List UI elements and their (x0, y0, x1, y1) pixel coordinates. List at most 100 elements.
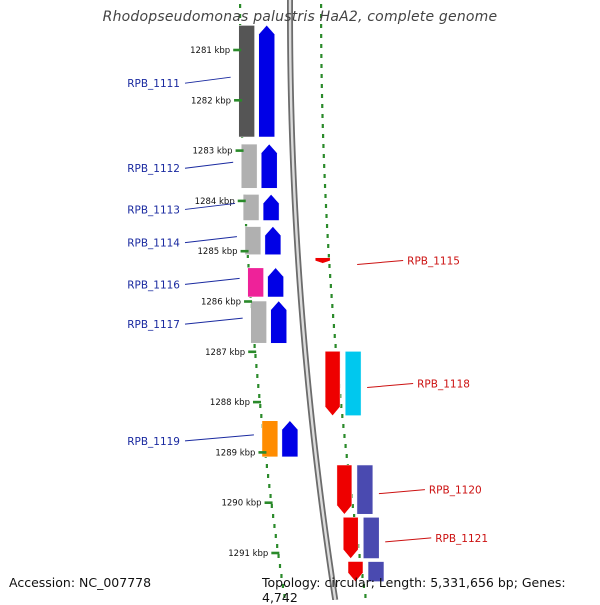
gene-label-leader (357, 260, 404, 266)
ring-dot (320, 74, 323, 78)
gene-label-leader (184, 202, 236, 210)
ring-dot (321, 104, 324, 108)
tick-mark (244, 300, 253, 303)
ring-dot (358, 554, 361, 558)
ring-dot (258, 394, 261, 398)
gene-bars (238, 25, 385, 582)
gene-label: RPB_1121 (435, 533, 488, 545)
ring-dot (333, 334, 336, 338)
tick-mark (264, 501, 273, 504)
gene-bar (240, 143, 258, 189)
ring-dot (283, 594, 286, 598)
ring-dot (344, 444, 347, 448)
gene-label: RPB_1115 (407, 256, 460, 268)
gene-arrow (262, 194, 280, 221)
tick-mark (237, 199, 246, 203)
ring-dot (268, 484, 271, 488)
gene-bar (367, 561, 385, 582)
ring-dot (257, 384, 260, 388)
gene-arrow (314, 257, 331, 264)
ring-dot (259, 404, 262, 408)
ring-dot (253, 344, 256, 348)
ring-dot (322, 154, 325, 158)
gene-label-leader (184, 317, 243, 325)
ring-dot (321, 114, 324, 118)
ring-dot (323, 164, 326, 168)
gene-bar (242, 194, 260, 221)
ring-dot (323, 174, 326, 178)
ring-dot (362, 584, 366, 588)
ring-dot (256, 374, 259, 378)
ring-dot (320, 24, 323, 28)
gene-arrows (258, 24, 364, 583)
ring-dot (320, 4, 323, 8)
tick-label: 1290 kbp (221, 499, 261, 509)
tick-label: 1287 kbp (205, 348, 245, 358)
gene-arrow (258, 24, 275, 138)
gene-label: RPB_1113 (127, 204, 180, 216)
ring-dot (278, 564, 282, 568)
ring-dot (321, 134, 325, 138)
gene-label: RPB_1119 (127, 436, 180, 448)
ring-dot (246, 254, 249, 258)
tick-label: 1283 kbp (193, 147, 233, 157)
ring-dot (341, 414, 344, 418)
ring-dot (325, 224, 329, 228)
ring-dot (361, 574, 364, 578)
ring-dot (320, 84, 323, 88)
ring-dot (334, 344, 337, 348)
gene-arrow (270, 300, 287, 344)
tick-label: 1281 kbp (190, 46, 230, 56)
accession-text: Accession: NC_007778 (9, 575, 152, 590)
gene-label: RPB_1111 (127, 78, 180, 90)
gene-label-leader (385, 537, 432, 543)
gene-label: RPB_1116 (127, 279, 180, 291)
tick-mark (235, 149, 244, 152)
ring-dot (269, 494, 272, 498)
ring-dot (327, 244, 330, 248)
topology-text: Topology: circular; Length: 5,331,656 bp… (262, 575, 566, 605)
ring-dot (328, 264, 331, 268)
backbone-highlight (288, 0, 337, 600)
tick-label: 1284 kbp (195, 197, 235, 207)
gene-label: RPB_1117 (127, 319, 180, 331)
ring-dot (255, 364, 258, 368)
gene-labels: RPB_1111 RPB_1112 RPB_1113 RPB_1114 RPB_1115… (127, 76, 488, 545)
ring-dot (277, 554, 280, 558)
ring-dot (265, 464, 268, 468)
gene-label-leader (184, 236, 237, 244)
tick-mark (234, 99, 243, 102)
ring-dot (254, 354, 257, 358)
gene-label-leader (367, 382, 414, 388)
tick-label: 1291 kbp (228, 549, 268, 559)
gene-bar (344, 350, 362, 416)
ring-dot (266, 474, 270, 478)
ring-dot (276, 544, 279, 548)
ring-dot (281, 584, 285, 588)
gene-label: RPB_1118 (417, 378, 470, 390)
gene-arrow (336, 464, 353, 515)
tick-mark (233, 48, 242, 52)
ring-dot (244, 224, 248, 228)
gene-label: RPB_1114 (127, 238, 180, 250)
map-title: Rhodopseudomonas palustris HaA2, complet… (102, 9, 498, 25)
ring-dot (364, 594, 367, 598)
ring-dot (343, 434, 346, 438)
ring-dot (274, 534, 277, 538)
ring-dot (280, 574, 283, 578)
ring-dot (320, 14, 323, 18)
tick-mark (248, 350, 257, 354)
ring-dot (342, 424, 345, 428)
ring-dot (326, 234, 329, 238)
ring-dot (331, 304, 334, 308)
ring-dot (324, 194, 327, 198)
tick-mark (271, 551, 280, 555)
ring-dot (323, 184, 327, 188)
ring-dot (345, 454, 348, 458)
tick-mark (258, 451, 267, 454)
gene-label: RPB_1112 (127, 163, 180, 175)
gene-arrow (260, 143, 278, 189)
ring-dot (324, 204, 328, 208)
tick-label: 1285 kbp (198, 247, 238, 257)
